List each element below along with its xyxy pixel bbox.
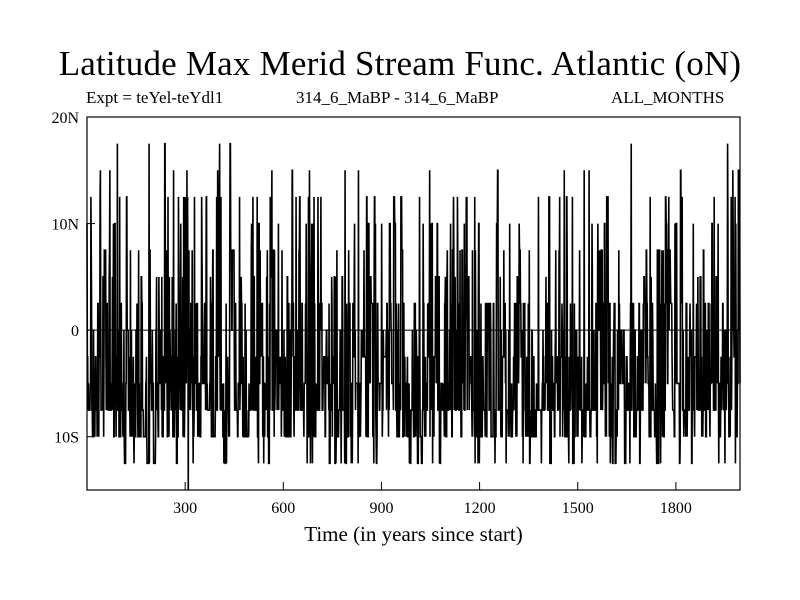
months-label: ALL_MONTHS — [611, 88, 725, 107]
x-tick-label: 600 — [271, 500, 295, 517]
y-axis: 20N 10N 0 10S — [51, 110, 95, 447]
plot-frame — [86, 116, 741, 491]
chart-title: Latitude Max Merid Stream Func. Atlantic… — [58, 44, 742, 83]
y-tick-label: 10N — [51, 217, 79, 234]
y-tick-label: 0 — [71, 323, 79, 340]
x-tick-label: 1500 — [562, 500, 594, 517]
experiment-label: Expt = teYel-teYdl1 — [86, 88, 224, 107]
x-axis: 300 600 900 1200 1500 1800 — [173, 482, 692, 517]
x-tick-label: 900 — [369, 500, 393, 517]
series-layer — [86, 142, 741, 491]
x-tick-label: 300 — [173, 500, 197, 517]
x-tick-label: 1200 — [464, 500, 496, 517]
x-tick-label: 1800 — [660, 500, 692, 517]
y-tick-label: 20N — [51, 110, 79, 127]
y-tick-label: 10S — [54, 430, 79, 447]
x-axis-title: Time (in years since start) — [304, 522, 523, 546]
period-label: 314_6_MaBP - 314_6_MaBP — [296, 88, 499, 107]
series-line — [86, 142, 741, 491]
